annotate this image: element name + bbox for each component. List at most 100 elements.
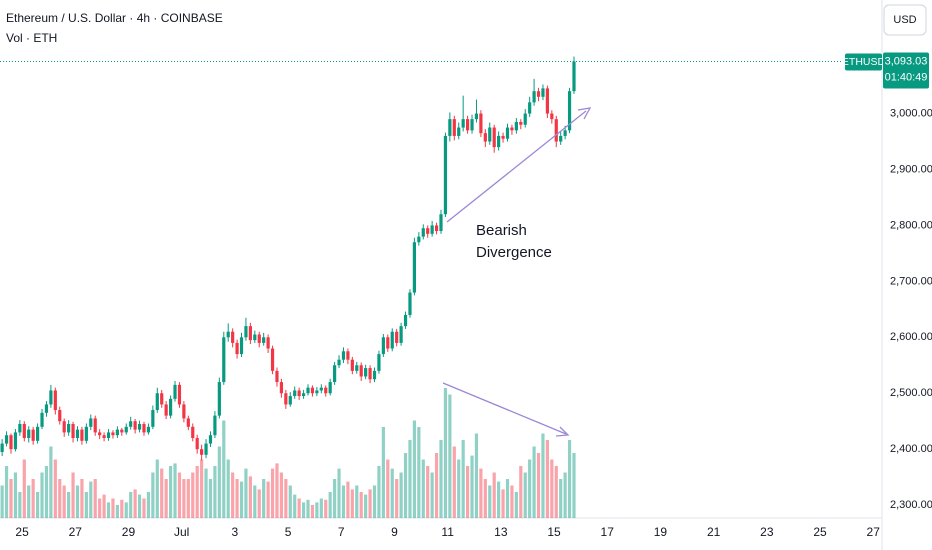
candle-body: [501, 135, 505, 139]
candle-body: [27, 429, 31, 439]
volume-bar: [58, 479, 62, 518]
volume-bar: [44, 466, 49, 518]
candle-body: [115, 429, 119, 436]
candle-body: [359, 365, 363, 377]
candle-body: [364, 368, 368, 377]
volume-bar: [168, 466, 173, 518]
candle-body: [554, 119, 558, 142]
volume-bar: [297, 498, 301, 518]
volume-bar: [390, 468, 394, 518]
candle-body: [333, 365, 337, 383]
candle-body: [536, 91, 541, 97]
volume-bar: [4, 466, 9, 518]
volume-bar: [341, 485, 346, 518]
candle-body: [567, 91, 572, 131]
candle-body: [239, 337, 244, 355]
volume-bar: [567, 440, 572, 518]
volume-bar: [306, 499, 310, 518]
volume-bar: [355, 485, 359, 518]
candle-body: [164, 404, 168, 416]
volume-bar: [164, 479, 168, 518]
candle-body: [270, 348, 275, 371]
candle-body: [448, 119, 452, 136]
symbol-tag: [845, 53, 882, 71]
candle-body: [49, 390, 53, 405]
candle-body: [129, 421, 133, 427]
x-tick-label: 29: [122, 525, 136, 539]
candle-body: [75, 429, 80, 439]
x-tick-label: 19: [654, 525, 668, 539]
candle-body: [315, 390, 319, 394]
volume-bar: [35, 492, 40, 518]
candle-body: [275, 370, 279, 383]
volume-bar: [554, 466, 558, 518]
volume-bar: [417, 427, 421, 518]
candle-body: [461, 119, 465, 128]
volume-bar: [532, 446, 536, 518]
volume-bar: [204, 468, 208, 518]
x-tick-label: 9: [391, 525, 398, 539]
candle-body: [381, 337, 385, 355]
candle-body: [13, 432, 18, 450]
candle-body: [200, 449, 204, 455]
annotation-line: Bearish: [476, 222, 527, 239]
volume-bar: [457, 459, 461, 518]
candle-body: [470, 119, 474, 131]
candle-body: [84, 426, 88, 441]
x-tick-label: 5: [285, 525, 292, 539]
volume-bar: [328, 492, 332, 518]
candle-body: [226, 331, 230, 338]
candle-body: [155, 393, 159, 411]
volume-bar: [133, 489, 137, 518]
candle-body: [528, 102, 532, 114]
volume-bar: [142, 498, 146, 518]
candle-body: [288, 396, 292, 405]
candle-body: [324, 387, 328, 394]
currency-button[interactable]: [883, 4, 927, 36]
volume-bar: [483, 479, 487, 518]
candle-body: [142, 424, 146, 433]
candle-body: [408, 292, 412, 315]
volume-bar: [231, 472, 235, 518]
candle-body: [168, 398, 173, 416]
volume-bar: [368, 489, 372, 518]
volume-bar: [80, 479, 84, 518]
volume-bar: [501, 489, 505, 518]
volume-bar: [115, 505, 119, 518]
volume-bar: [386, 459, 390, 518]
volume-bar: [244, 468, 248, 518]
volume-bar: [53, 459, 57, 518]
candle-body: [58, 410, 62, 422]
candle-body: [102, 435, 106, 439]
volume-bar: [497, 481, 501, 518]
candle-body: [514, 121, 518, 131]
candle-body: [386, 337, 390, 349]
volume-bar: [403, 453, 408, 518]
volume-bar: [310, 505, 315, 518]
volume-bar: [319, 498, 323, 518]
y-tick-label: 2,900.00: [890, 163, 932, 175]
candle-body: [550, 113, 554, 120]
candle-body: [297, 390, 301, 397]
candle-body: [257, 334, 261, 343]
volume-bar: [217, 446, 221, 518]
candle-body: [572, 61, 576, 92]
volume-bar: [84, 492, 88, 518]
volume-bar: [372, 485, 377, 518]
candle-body: [284, 393, 288, 405]
candle-body: [124, 426, 128, 433]
candle-body: [133, 421, 137, 430]
candle-body: [390, 331, 394, 349]
volume-bar: [106, 502, 111, 518]
volume-bar: [514, 492, 518, 518]
candle-body: [67, 424, 71, 433]
volume-bar: [98, 498, 102, 518]
volume-bar: [226, 459, 230, 518]
volume-bar: [470, 455, 474, 518]
volume-bar: [510, 485, 514, 518]
volume-bar: [479, 468, 483, 518]
candle-body: [417, 236, 421, 243]
volume-bar: [62, 485, 66, 518]
volume-bar: [75, 485, 80, 518]
